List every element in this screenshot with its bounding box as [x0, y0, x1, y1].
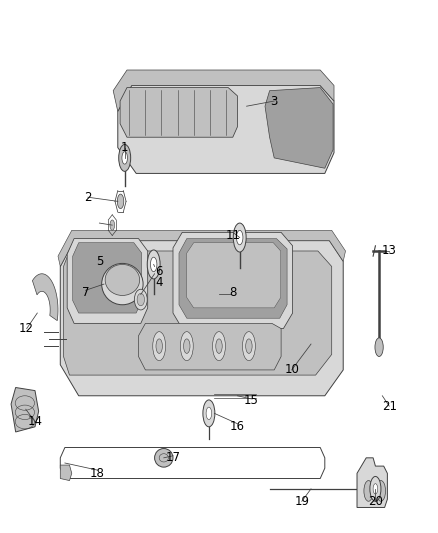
Polygon shape	[73, 243, 142, 313]
Circle shape	[117, 194, 124, 208]
Circle shape	[150, 257, 157, 272]
Polygon shape	[118, 85, 334, 173]
Ellipse shape	[102, 263, 143, 305]
Polygon shape	[11, 387, 39, 432]
Text: 14: 14	[28, 415, 42, 428]
Text: 1: 1	[121, 141, 128, 154]
Polygon shape	[32, 274, 58, 321]
Text: 21: 21	[382, 400, 397, 413]
Polygon shape	[64, 251, 332, 375]
Circle shape	[233, 223, 246, 252]
Text: 12: 12	[18, 322, 33, 335]
Ellipse shape	[105, 264, 140, 295]
Circle shape	[203, 400, 215, 427]
Ellipse shape	[155, 449, 173, 467]
Polygon shape	[113, 70, 334, 111]
Text: 13: 13	[382, 245, 397, 257]
Circle shape	[110, 220, 115, 230]
Ellipse shape	[137, 293, 145, 306]
Text: 15: 15	[244, 394, 259, 407]
Circle shape	[212, 332, 226, 361]
Polygon shape	[58, 230, 346, 266]
Circle shape	[243, 332, 255, 361]
Polygon shape	[187, 243, 281, 308]
Circle shape	[246, 339, 252, 353]
Text: 2: 2	[84, 191, 92, 204]
Circle shape	[122, 152, 127, 164]
Text: 18: 18	[90, 467, 105, 480]
Text: 4: 4	[155, 276, 163, 288]
Polygon shape	[173, 232, 293, 328]
Circle shape	[153, 332, 166, 361]
Text: 17: 17	[166, 451, 180, 464]
Text: 5: 5	[95, 255, 103, 268]
Circle shape	[364, 481, 373, 501]
Ellipse shape	[134, 289, 147, 310]
Polygon shape	[60, 465, 72, 481]
Text: 11: 11	[225, 229, 240, 242]
Text: 7: 7	[82, 286, 89, 299]
Circle shape	[156, 339, 162, 353]
Polygon shape	[60, 240, 343, 396]
Text: 3: 3	[271, 94, 278, 108]
Circle shape	[147, 250, 160, 279]
Circle shape	[206, 407, 212, 419]
Circle shape	[237, 230, 243, 245]
Text: 10: 10	[285, 364, 300, 376]
Text: 6: 6	[155, 265, 163, 278]
Text: 8: 8	[229, 286, 237, 299]
Text: 20: 20	[368, 495, 383, 508]
Text: 19: 19	[294, 495, 309, 508]
Circle shape	[373, 483, 378, 494]
Circle shape	[216, 339, 222, 353]
Text: 16: 16	[230, 421, 245, 433]
Circle shape	[184, 339, 190, 353]
Circle shape	[376, 481, 385, 501]
Circle shape	[180, 332, 193, 361]
Polygon shape	[357, 458, 387, 507]
Polygon shape	[67, 239, 148, 324]
Circle shape	[375, 338, 383, 357]
Polygon shape	[265, 87, 333, 168]
Polygon shape	[179, 239, 287, 318]
Polygon shape	[120, 87, 237, 137]
Polygon shape	[138, 324, 281, 370]
Circle shape	[119, 144, 131, 171]
Circle shape	[370, 477, 381, 501]
